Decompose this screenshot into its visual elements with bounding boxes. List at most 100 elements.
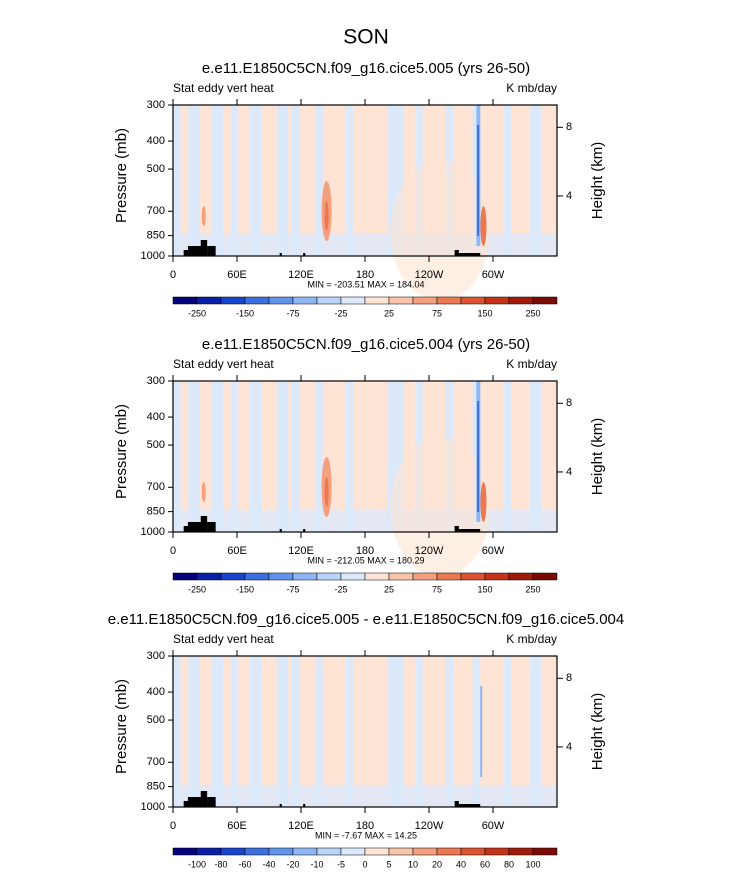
colorbar-label: 40 — [456, 859, 466, 869]
field-band — [173, 234, 557, 256]
colorbar-label: 75 — [432, 308, 442, 318]
colorbar-box — [436, 847, 462, 856]
y-tick-label: 700 — [147, 481, 165, 493]
field-band — [315, 105, 323, 256]
y-tick-label: 300 — [147, 375, 165, 387]
colorbar-box — [460, 847, 486, 856]
colorbar-box — [388, 847, 414, 856]
colorbar-label: 0 — [362, 859, 367, 869]
contour-field — [173, 656, 557, 807]
colorbar-box — [460, 296, 486, 305]
y-tick-label: 1000 — [141, 526, 165, 538]
colorbar-box — [508, 847, 534, 856]
x-tick-label: 60E — [227, 820, 247, 832]
y-tick-label: 850 — [147, 230, 165, 242]
field-band — [530, 381, 542, 532]
field-blob — [201, 206, 206, 226]
topography — [458, 804, 481, 807]
colorbar-box — [508, 572, 534, 581]
topography — [200, 240, 208, 256]
y-tick-label: 1000 — [141, 801, 165, 813]
y-tick-label: 400 — [147, 686, 165, 698]
colorbar-label: -150 — [236, 308, 254, 318]
y2-axis-label: Height (km) — [589, 693, 606, 771]
x-tick-label: 180 — [356, 545, 374, 557]
colorbar-box — [484, 296, 510, 305]
colorbar-label: 60 — [480, 859, 490, 869]
y2-tick-label: 8 — [566, 121, 572, 133]
x-tick-label: 60E — [227, 545, 247, 557]
x-tick-label: 120W — [415, 545, 444, 557]
colorbar-label: -250 — [188, 584, 206, 594]
colorbar-label: -80 — [214, 859, 227, 869]
field-band — [173, 785, 557, 807]
stats-label: MIN = -212.05 MAX = 180.29 — [307, 555, 424, 565]
topography — [187, 522, 208, 532]
colorbar-label: -75 — [286, 308, 299, 318]
topography — [303, 253, 306, 256]
field-band — [345, 105, 354, 256]
colorbar-box — [412, 572, 438, 581]
colorbar-box — [244, 296, 270, 305]
x-tick-label: 60W — [482, 545, 505, 557]
colorbar-box — [268, 296, 294, 305]
field-band — [211, 656, 223, 807]
y-tick-label: 300 — [147, 99, 165, 111]
x-tick-label: 120E — [288, 269, 314, 281]
y-tick-label: 400 — [147, 135, 165, 147]
colorbar-box — [364, 296, 390, 305]
colorbar-box — [412, 847, 438, 856]
colorbar-box — [316, 572, 342, 581]
field-band — [445, 656, 454, 807]
field-streak — [477, 401, 480, 512]
colorbar-label: 20 — [432, 859, 442, 869]
field-band — [503, 381, 511, 532]
colorbar-box — [292, 847, 318, 856]
panel-title: e.e11.E1850C5CN.f09_g16.cice5.005 - e.e1… — [108, 611, 624, 628]
field-band — [173, 510, 557, 532]
colorbar-box — [436, 296, 462, 305]
colorbar-label: -5 — [337, 859, 345, 869]
field-band — [315, 656, 323, 807]
colorbar-label: 100 — [525, 859, 540, 869]
field-streak — [480, 686, 483, 777]
colorbar-box — [532, 847, 558, 856]
colorbar-label: -75 — [286, 584, 299, 594]
field-band — [315, 381, 323, 532]
y-axis-label: Pressure (mb) — [113, 128, 130, 223]
topography — [207, 797, 216, 807]
topography — [200, 791, 208, 807]
field-band — [388, 656, 404, 807]
topography — [303, 804, 306, 807]
field-band — [230, 381, 239, 532]
colorbar-label: 250 — [525, 584, 540, 594]
colorbar-box — [388, 296, 414, 305]
field-band — [292, 656, 300, 807]
y-tick-label: 500 — [147, 439, 165, 451]
field-band — [530, 105, 542, 256]
colorbar-box — [340, 847, 366, 856]
panel-title: e.e11.E1850C5CN.f09_g16.cice5.004 (yrs 2… — [202, 336, 530, 353]
right-label: K mb/day — [506, 632, 557, 646]
x-tick-label: 120E — [288, 820, 314, 832]
y-tick-label: 500 — [147, 714, 165, 726]
field-band — [230, 656, 239, 807]
colorbar-box — [196, 572, 222, 581]
topography — [279, 529, 282, 532]
colorbar-box — [220, 847, 246, 856]
colorbar-box — [196, 296, 222, 305]
colorbar-box — [436, 572, 462, 581]
y2-axis-label: Height (km) — [589, 418, 606, 496]
x-tick-label: 0 — [170, 820, 176, 832]
colorbar-label: -150 — [236, 584, 254, 594]
y-tick-label: 1000 — [141, 250, 165, 262]
colorbar-box — [484, 572, 510, 581]
contour-field — [173, 105, 557, 301]
colorbar-box — [532, 572, 558, 581]
colorbar-label: 150 — [477, 308, 492, 318]
y2-tick-label: 4 — [566, 466, 572, 478]
topography — [183, 801, 191, 807]
field-band — [276, 381, 289, 532]
colorbar-box — [244, 847, 270, 856]
